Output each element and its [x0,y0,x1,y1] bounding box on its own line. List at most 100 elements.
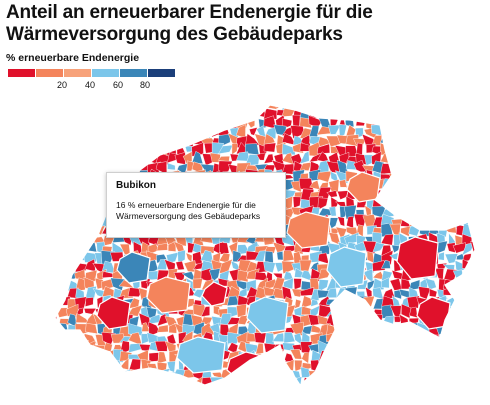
municipality-region[interactable] [355,377,369,391]
municipality-region[interactable] [66,206,79,217]
municipality-region[interactable] [95,159,106,174]
municipality-region[interactable] [435,125,449,137]
municipality-region[interactable] [256,152,266,161]
municipality-region[interactable] [91,181,105,193]
municipality-region[interactable] [139,369,149,382]
municipality-region[interactable] [146,128,162,136]
municipality-region[interactable] [428,171,438,184]
municipality-region[interactable] [409,358,421,373]
municipality-region[interactable] [444,197,454,211]
municipality-region[interactable] [49,299,58,307]
municipality-region[interactable] [372,242,385,253]
municipality-region[interactable] [433,161,448,176]
municipality-region[interactable] [462,296,474,310]
municipality-region[interactable] [471,322,484,338]
municipality-region[interactable] [327,124,341,135]
municipality-region[interactable] [157,387,169,395]
municipality-region[interactable] [373,358,385,372]
municipality-region[interactable] [211,106,224,121]
municipality-region[interactable] [50,343,62,355]
municipality-region[interactable] [443,360,456,371]
municipality-region[interactable] [48,146,63,156]
municipality-region[interactable] [471,352,485,361]
municipality-region[interactable] [326,358,341,370]
municipality-region[interactable] [380,366,393,382]
municipality-region[interactable] [255,378,269,386]
municipality-region[interactable] [373,369,385,382]
municipality-region[interactable] [231,143,238,156]
municipality-region[interactable] [339,119,346,126]
municipality-region[interactable] [456,306,468,319]
municipality-region[interactable] [67,349,81,361]
municipality-region[interactable] [58,350,69,365]
municipality-region[interactable] [475,390,482,399]
municipality-region[interactable] [66,358,77,373]
municipality-region[interactable] [220,378,233,387]
municipality-region[interactable] [473,251,480,266]
municipality-region[interactable] [49,267,62,283]
municipality-region[interactable] [49,242,62,257]
municipality-region[interactable] [111,100,125,111]
municipality-region[interactable] [397,150,413,165]
municipality-region[interactable] [299,161,312,171]
municipality-region[interactable] [85,367,98,383]
municipality-region[interactable] [370,97,384,109]
municipality-region[interactable] [156,254,168,264]
municipality-region[interactable] [446,215,458,226]
municipality-region[interactable] [427,116,440,131]
municipality-region[interactable] [453,295,465,310]
municipality-region[interactable] [363,295,375,311]
municipality-region[interactable] [185,252,193,263]
municipality-region[interactable] [316,143,331,154]
municipality-region[interactable] [407,180,421,191]
municipality-region[interactable] [362,377,376,388]
municipality-region[interactable] [427,100,440,111]
municipality-region[interactable] [66,178,77,191]
municipality-region[interactable] [419,214,427,228]
municipality-region[interactable] [266,388,278,397]
municipality-region[interactable] [284,387,291,400]
municipality-region[interactable] [48,135,63,144]
municipality-region[interactable] [164,115,179,128]
municipality-region[interactable] [462,312,473,325]
municipality-region[interactable] [184,118,195,129]
municipality-region[interactable] [192,289,206,299]
municipality-region[interactable] [373,384,384,397]
municipality-region[interactable] [345,107,357,119]
municipality-region[interactable] [417,206,431,218]
municipality-region[interactable] [445,133,457,149]
municipality-region[interactable] [156,242,168,251]
municipality-region[interactable] [246,296,289,334]
municipality-region[interactable] [155,102,166,107]
municipality-region[interactable] [136,99,150,113]
municipality-region[interactable] [335,323,350,333]
municipality-region[interactable] [460,101,475,112]
municipality-region[interactable] [402,386,412,400]
municipality-region[interactable] [119,385,133,399]
municipality-region[interactable] [57,187,68,201]
municipality-region[interactable] [237,269,249,283]
municipality-region[interactable] [416,378,429,391]
municipality-region[interactable] [409,333,423,342]
municipality-region[interactable] [157,324,169,333]
municipality-region[interactable] [471,123,484,135]
municipality-region[interactable] [47,223,60,238]
municipality-region[interactable] [66,331,77,342]
municipality-region[interactable] [148,352,159,362]
municipality-region[interactable] [301,351,310,364]
municipality-region[interactable] [382,386,394,398]
municipality-region[interactable] [409,368,420,381]
municipality-region[interactable] [122,116,133,129]
municipality-region[interactable] [435,181,450,191]
municipality-region[interactable] [399,133,414,146]
municipality-region[interactable] [191,125,205,138]
municipality-region[interactable] [113,376,122,387]
municipality-region[interactable] [200,388,210,398]
municipality-region[interactable] [246,361,258,372]
municipality-region[interactable] [146,98,161,111]
municipality-region[interactable] [473,368,484,380]
municipality-region[interactable] [74,195,87,210]
municipality-region[interactable] [272,241,287,254]
municipality-region[interactable] [155,134,169,146]
municipality-region[interactable] [388,370,403,381]
